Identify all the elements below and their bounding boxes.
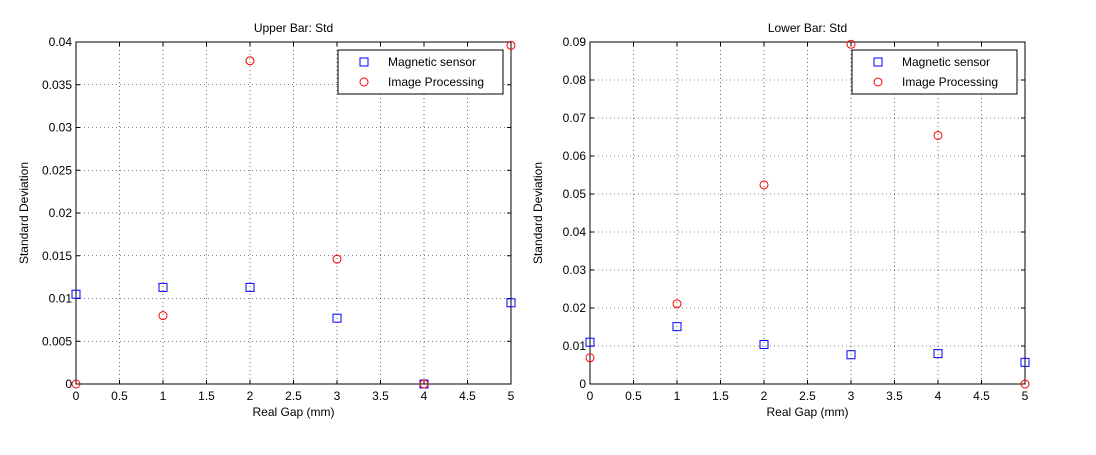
x-tick-label: 0 <box>73 389 80 403</box>
y-tick-label: 0.08 <box>563 73 587 87</box>
legend-label: Magnetic sensor <box>902 55 990 69</box>
y-tick-label: 0.01 <box>49 292 73 306</box>
x-tick-label: 4.5 <box>973 389 990 403</box>
y-tick-label: 0.03 <box>563 263 587 277</box>
x-tick-label: 3.5 <box>886 389 903 403</box>
data-point-magnetic-sensor <box>846 350 856 360</box>
legend-marker-square-icon <box>873 57 883 67</box>
data-point-image-processing <box>933 130 943 140</box>
x-tick-label: 2 <box>247 389 254 403</box>
y-tick-label: 0.05 <box>563 187 587 201</box>
legend-label: Magnetic sensor <box>388 55 476 69</box>
y-tick-label: 0.03 <box>49 121 73 135</box>
legend-label: Image Processing <box>902 75 998 89</box>
chart-title: Lower Bar: Std <box>768 21 847 35</box>
x-tick-label: 3 <box>334 389 341 403</box>
y-tick-label: 0.04 <box>49 35 73 49</box>
x-tick-label: 1.5 <box>198 389 215 403</box>
x-tick-label: 4.5 <box>459 389 476 403</box>
data-point-magnetic-sensor <box>158 282 168 292</box>
y-tick-label: 0.01 <box>563 339 587 353</box>
y-axis-label: Standard Deviation <box>531 162 545 264</box>
chart-title: Upper Bar: Std <box>254 21 333 35</box>
data-point-magnetic-sensor <box>672 322 682 332</box>
legend-marker-square-icon <box>359 57 369 67</box>
x-tick-label: 2.5 <box>285 389 302 403</box>
x-tick-label: 0.5 <box>111 389 128 403</box>
y-tick-label: 0.005 <box>42 334 72 348</box>
y-tick-label: 0.035 <box>42 78 72 92</box>
x-tick-label: 1 <box>674 389 681 403</box>
y-tick-label: 0.06 <box>563 149 587 163</box>
y-tick-label: 0.02 <box>49 206 73 220</box>
y-tick-label: 0.09 <box>563 35 587 49</box>
legend-marker-circle-icon <box>359 77 369 87</box>
data-point-magnetic-sensor <box>933 349 943 359</box>
data-point-magnetic-sensor <box>332 313 342 323</box>
x-tick-label: 3.5 <box>372 389 389 403</box>
legend-box <box>337 49 504 95</box>
y-tick-label: 0 <box>579 377 586 391</box>
legend: Magnetic sensor Image Processing <box>851 49 1018 95</box>
data-point-image-processing <box>1020 379 1030 389</box>
data-point-image-processing <box>245 56 255 66</box>
x-tick-label: 1.5 <box>712 389 729 403</box>
x-tick-label: 1 <box>160 389 167 403</box>
chart-lower-bar-std: 0 0.5 1 1.5 2 2.5 3 3.5 4 4.5 5 0 0.01 0.02 0.03 0.04 0.… <box>531 21 1030 419</box>
data-point-magnetic-sensor <box>245 282 255 292</box>
chart-upper-bar-std: 0 0.5 1 1.5 2 2.5 3 3.5 4 4.5 5 0 0.005 0.01 0.015 0.02… <box>17 21 516 419</box>
data-point-image-processing <box>506 40 516 50</box>
data-point-image-processing <box>158 311 168 321</box>
data-point-image-processing <box>419 379 429 389</box>
y-tick-label: 0.025 <box>42 163 72 177</box>
legend-marker-circle-icon <box>873 77 883 87</box>
y-tick-label: 0 <box>65 377 72 391</box>
data-point-magnetic-sensor <box>1020 357 1030 367</box>
data-point-magnetic-sensor <box>506 298 516 308</box>
x-tick-label: 0 <box>587 389 594 403</box>
x-tick-label: 4 <box>421 389 428 403</box>
x-tick-label: 3 <box>848 389 855 403</box>
data-point-image-processing <box>846 39 856 49</box>
data-point-magnetic-sensor <box>71 289 81 299</box>
x-tick-label: 2 <box>761 389 768 403</box>
x-tick-label: 0.5 <box>625 389 642 403</box>
data-point-image-processing <box>672 299 682 309</box>
x-axis-label: Real Gap (mm) <box>252 405 334 419</box>
y-tick-label: 0.015 <box>42 249 72 263</box>
y-axis-label: Standard Deviation <box>17 162 31 264</box>
data-point-magnetic-sensor <box>585 337 595 347</box>
data-point-image-processing <box>585 353 595 363</box>
x-tick-label: 4 <box>935 389 942 403</box>
x-tick-label: 5 <box>508 389 515 403</box>
legend-label: Image Processing <box>388 75 484 89</box>
y-tick-label: 0.07 <box>563 111 587 125</box>
data-point-image-processing <box>759 180 769 190</box>
data-point-magnetic-sensor <box>759 339 769 349</box>
data-point-image-processing <box>332 254 342 264</box>
x-axis-label: Real Gap (mm) <box>766 405 848 419</box>
y-tick-label: 0.02 <box>563 301 587 315</box>
legend-box <box>851 49 1018 95</box>
data-point-image-processing <box>71 379 81 389</box>
legend: Magnetic sensor Image Processing <box>337 49 504 95</box>
y-tick-label: 0.04 <box>563 225 587 239</box>
x-tick-label: 5 <box>1022 389 1029 403</box>
x-tick-label: 2.5 <box>799 389 816 403</box>
